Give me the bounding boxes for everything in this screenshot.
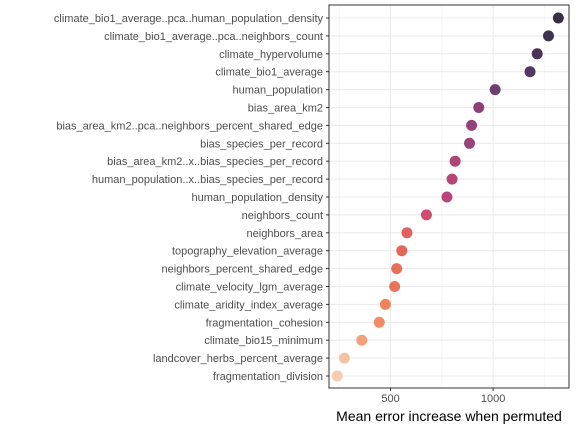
- x-tick-label: 1000: [481, 393, 505, 405]
- y-tick-label: fragmentation_division: [213, 371, 323, 383]
- data-point: [389, 281, 400, 292]
- y-tick-label: climate_aridity_index_average: [174, 299, 323, 311]
- y-tick-label: climate_bio1_average..pca..human_populat…: [54, 13, 324, 25]
- data-point: [525, 66, 536, 77]
- y-tick-label: fragmentation_cohesion: [206, 317, 323, 329]
- y-tick-label: neighbors_count: [242, 210, 323, 222]
- y-tick-label: neighbors_percent_shared_edge: [162, 264, 323, 276]
- y-tick-label: human_population: [232, 85, 323, 97]
- y-tick-label: neighbors_area: [247, 228, 324, 240]
- data-point: [543, 30, 554, 41]
- y-tick-label: bias_area_km2..x..bias_species_per_recor…: [107, 156, 323, 168]
- data-point: [450, 156, 461, 167]
- data-point: [356, 335, 367, 346]
- y-tick-label: human_population..x..bias_species_per_re…: [92, 174, 323, 186]
- data-point: [332, 371, 343, 382]
- x-tick-label: 500: [381, 393, 399, 405]
- y-tick-label: bias_area_km2..pca..neighbors_percent_sh…: [56, 120, 323, 132]
- x-axis: 500 1000: [381, 388, 505, 405]
- y-tick-label: climate_bio1_average: [215, 67, 323, 79]
- data-point: [532, 48, 543, 59]
- data-point: [339, 353, 350, 364]
- y-tick-label: topography_elevation_average: [172, 246, 323, 258]
- y-tick-label: climate_hypervolume: [219, 49, 323, 61]
- data-point: [391, 263, 402, 274]
- y-tick-label: landcover_herbs_percent_average: [153, 353, 323, 365]
- data-point: [441, 192, 452, 203]
- y-tick-label: bias_area_km2: [248, 103, 323, 115]
- data-point: [421, 209, 432, 220]
- y-tick-label: climate_bio1_average..pca..neighbors_cou…: [104, 31, 323, 43]
- data-point: [396, 245, 407, 256]
- data-point: [466, 120, 477, 131]
- data-point: [464, 138, 475, 149]
- data-point: [473, 102, 484, 113]
- y-tick-label: bias_species_per_record: [200, 138, 323, 150]
- data-point: [374, 317, 385, 328]
- data-point: [380, 299, 391, 310]
- y-tick-label: climate_bio15_minimum: [204, 335, 323, 347]
- y-tick-label: climate_velocity_lgm_average: [176, 282, 323, 294]
- x-axis-title: Mean error increase when permuted: [336, 408, 562, 424]
- data-point: [553, 13, 564, 24]
- data-point: [401, 227, 412, 238]
- y-axis: climate_bio1_average..pca..human_populat…: [54, 13, 329, 383]
- y-tick-label: human_population_density: [192, 192, 324, 204]
- data-point: [490, 84, 501, 95]
- data-point: [447, 174, 458, 185]
